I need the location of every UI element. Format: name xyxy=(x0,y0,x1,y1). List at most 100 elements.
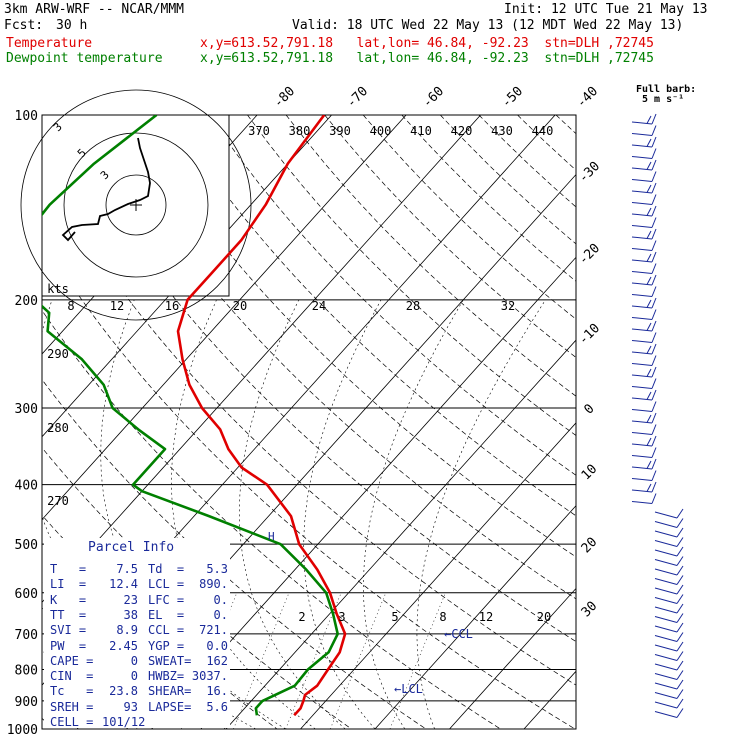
parcel-key: CAPE = xyxy=(50,653,94,668)
wind-barb xyxy=(631,125,657,136)
hodograph-ring-label: 24 xyxy=(312,299,326,313)
isotherm-tick-label: 20 xyxy=(579,535,601,557)
wind-barb-staff xyxy=(631,133,653,136)
wind-barb-flag xyxy=(676,584,684,595)
wind-barb-flag xyxy=(676,613,684,623)
isotherm-tick-label: -20 xyxy=(576,241,603,268)
wind-barb-flag xyxy=(676,622,684,633)
parcel-value: 23 xyxy=(123,592,138,607)
wind-barb xyxy=(631,205,657,217)
wind-barb-flag xyxy=(646,184,652,193)
parcel-key: SHEAR= xyxy=(148,684,192,699)
theta-tick-label: 430 xyxy=(491,124,513,138)
wind-barb-flag xyxy=(651,194,657,205)
parcel-key: EL = xyxy=(148,607,185,622)
wind-barb-flag xyxy=(651,148,657,159)
wind-barb-flag xyxy=(676,556,684,566)
parcel-key: T = xyxy=(50,562,87,576)
dry-adiabat xyxy=(42,309,501,729)
isotherm-tick-label: -40 xyxy=(574,84,601,111)
parcel-value: 0. xyxy=(213,607,228,622)
hodograph-ring-label: 16 xyxy=(165,299,179,313)
wind-barb-flag xyxy=(676,603,684,614)
wind-barb-staff xyxy=(631,282,653,286)
pressure-tick-label: 100 xyxy=(15,109,38,124)
wind-barb-staff xyxy=(631,213,653,217)
wind-barb xyxy=(654,546,684,557)
temperature-legend: Temperature xyxy=(6,36,93,51)
wind-barb xyxy=(631,458,657,470)
wind-barb xyxy=(631,274,657,286)
wind-barb-flag xyxy=(651,274,657,286)
valid-time: Valid: 18 UTC Wed 22 May 13 (12 MDT Wed … xyxy=(292,18,684,33)
wind-barb-staff xyxy=(631,190,653,194)
parcel-value: 38 xyxy=(123,607,138,622)
parcel-value: 12.4 xyxy=(109,577,138,592)
mixing-ratio-tick-label: 20 xyxy=(537,610,551,624)
theta-tick-label: 400 xyxy=(370,124,392,138)
isotherm-line xyxy=(449,587,576,729)
dry-adiabat xyxy=(131,115,576,558)
parcel-value: 16. xyxy=(206,684,228,699)
wind-barb-staff xyxy=(631,167,653,171)
wind-barb-flag xyxy=(646,207,652,216)
wind-barb-staff xyxy=(654,644,678,652)
mixing-ratio-tick-label: 12 xyxy=(479,610,493,624)
wind-barb-staff xyxy=(654,578,678,585)
hodograph-ring xyxy=(105,174,167,236)
wind-barb-flag xyxy=(676,708,684,718)
wind-barb-flag xyxy=(676,518,684,528)
wind-barb xyxy=(631,435,657,447)
wind-barb-flag xyxy=(651,355,657,366)
parcel-key: CCL = xyxy=(148,623,185,638)
isotherm-line xyxy=(42,115,332,438)
sounding-series xyxy=(42,115,347,717)
wind-barb-flag xyxy=(676,508,684,519)
wind-barb-flag xyxy=(651,297,657,309)
isotherm-tick-label: 40 xyxy=(584,0,600,4)
ccl-label: ←CCL xyxy=(444,627,473,641)
parcel-key: SREH = xyxy=(50,699,94,714)
parcel-key: SWEAT= xyxy=(148,653,192,668)
wind-barb-flag xyxy=(651,217,657,228)
isotherm-tick-label: 0 xyxy=(581,401,597,417)
dry-adiabat xyxy=(54,115,576,643)
dry-adiabat xyxy=(440,115,576,245)
parcel-key: YGP = xyxy=(148,638,185,653)
wind-barb xyxy=(631,182,657,194)
wind-barb-staff xyxy=(654,606,678,614)
wind-barb-flag xyxy=(651,481,657,493)
isotherm-tick-label: -80 xyxy=(271,84,298,111)
wind-barb-staff xyxy=(631,432,653,435)
wind-barb-flag xyxy=(651,136,657,148)
isotherm-line xyxy=(599,115,740,729)
wind-barb xyxy=(654,641,684,652)
wind-barb xyxy=(654,584,684,595)
dry-adiabat xyxy=(92,115,576,600)
wind-barb xyxy=(631,309,657,320)
wind-barb-staff xyxy=(631,317,653,320)
hodograph-ring-label: kts xyxy=(47,282,69,296)
wind-barb-staff xyxy=(631,409,653,412)
wind-barb xyxy=(631,424,657,435)
isotherm-tick-label: 10 xyxy=(579,462,601,484)
wind-barb-flag xyxy=(676,670,684,680)
parcel-key: SVI = xyxy=(50,623,87,638)
isotherm-tick-label: -70 xyxy=(344,84,371,111)
wind-barb-flag xyxy=(651,401,657,412)
mixing-ratio-tick-label: 3 xyxy=(338,610,345,624)
barb-legend-line1: Full barb: xyxy=(636,84,697,95)
parcel-value: 3037. xyxy=(191,669,228,684)
wind-barb-flag xyxy=(651,228,657,240)
wind-barb-flag xyxy=(646,299,652,308)
theta-tick-label: 410 xyxy=(410,124,432,138)
wind-barb-staff xyxy=(631,328,653,332)
wind-barb-flag xyxy=(651,286,657,297)
wind-barb-flag xyxy=(651,182,657,194)
wind-barb-flag xyxy=(646,368,652,377)
wind-barb-staff xyxy=(631,501,653,504)
wind-barb-flag xyxy=(676,651,684,661)
wind-barb xyxy=(631,217,657,228)
wind-barb xyxy=(631,297,657,309)
isotherm-tick-label: -60 xyxy=(420,84,447,111)
